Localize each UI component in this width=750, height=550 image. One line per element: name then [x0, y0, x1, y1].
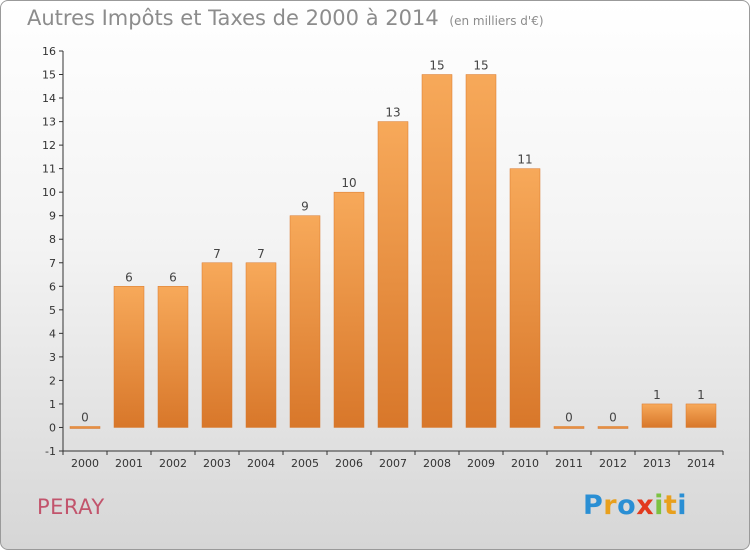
y-tick-label: 2: [49, 374, 56, 387]
logo-letter: t: [663, 490, 678, 521]
logo-letter: x: [636, 490, 655, 521]
x-tick-label: 2013: [643, 457, 671, 470]
bar-value-label: 10: [341, 176, 356, 190]
bar-value-label: 0: [81, 410, 89, 424]
x-tick-label: 2003: [203, 457, 231, 470]
bar-value-label: 1: [653, 388, 661, 402]
y-tick-label: 5: [49, 304, 56, 317]
bar-value-label: 6: [125, 270, 133, 284]
bar: [333, 191, 365, 428]
chart-bars: [69, 74, 717, 429]
y-tick-label: 0: [49, 421, 56, 434]
bar-value-label: 7: [257, 247, 265, 261]
bar: [421, 74, 453, 428]
x-tick-label: 2004: [247, 457, 275, 470]
bar: [245, 262, 277, 428]
commune-name: PERAY: [37, 495, 105, 519]
y-tick-label: 4: [49, 327, 56, 340]
y-tick-label: 15: [42, 69, 56, 82]
x-tick-label: 2007: [379, 457, 407, 470]
bar: [685, 403, 717, 428]
bar-value-label: 15: [473, 59, 488, 73]
chart-subtitle: (en milliers d'€): [449, 14, 544, 28]
logo-letter: i: [654, 490, 664, 521]
x-tick-label: 2001: [115, 457, 143, 470]
x-tick-label: 2009: [467, 457, 495, 470]
x-tick-label: 2010: [511, 457, 539, 470]
x-tick-label: 2012: [599, 457, 627, 470]
bar: [465, 74, 497, 428]
x-tick-label: 2005: [291, 457, 319, 470]
y-tick-label: 1: [49, 398, 56, 411]
chart-title-text: Autres Impôts et Taxes de 2000 à 2014: [27, 6, 439, 30]
y-tick-label: 16: [42, 45, 56, 58]
bar: [201, 262, 233, 428]
x-tick-label: 2006: [335, 457, 363, 470]
bar: [553, 426, 585, 429]
x-tick-label: 2011: [555, 457, 583, 470]
x-tick-label: 2008: [423, 457, 451, 470]
bar: [641, 403, 673, 428]
logo-letter: P: [583, 490, 604, 521]
y-tick-label: 8: [49, 233, 56, 246]
chart-title: Autres Impôts et Taxes de 2000 à 2014 (e…: [27, 6, 544, 30]
bar-value-label: 15: [429, 59, 444, 73]
bar-value-label: 1: [697, 388, 705, 402]
x-tick-label: 2014: [687, 457, 715, 470]
bar: [289, 215, 321, 428]
y-tick-label: 12: [42, 139, 56, 152]
bar-value-label: 0: [565, 410, 573, 424]
y-tick-label: -1: [45, 445, 56, 458]
bar-value-label: 11: [517, 153, 532, 167]
y-tick-label: 13: [42, 116, 56, 129]
x-tick-label: 2000: [71, 457, 99, 470]
logo-letter: i: [677, 490, 688, 521]
x-tick-label: 2002: [159, 457, 187, 470]
y-tick-label: 14: [42, 92, 56, 105]
bar: [157, 286, 189, 428]
proxiti-logo: Proxiti: [583, 490, 687, 521]
y-tick-label: 6: [49, 280, 56, 293]
bar-value-label: 6: [169, 270, 177, 284]
logo-letter: o: [617, 490, 637, 521]
bar-value-label: 9: [301, 200, 309, 214]
bar-value-label: 0: [609, 410, 617, 424]
y-tick-label: 11: [42, 163, 56, 176]
bar-value-label: 7: [213, 247, 221, 261]
bar-value-label: 13: [385, 106, 400, 120]
bar: [377, 121, 409, 428]
bar: [69, 426, 101, 429]
bar: [509, 168, 541, 428]
y-tick-label: 7: [49, 257, 56, 270]
y-tick-label: 3: [49, 351, 56, 364]
y-tick-label: 10: [42, 186, 56, 199]
logo-letter: r: [603, 490, 618, 521]
bar: [597, 426, 629, 429]
y-tick-label: 9: [49, 210, 56, 223]
bar: [113, 286, 145, 428]
